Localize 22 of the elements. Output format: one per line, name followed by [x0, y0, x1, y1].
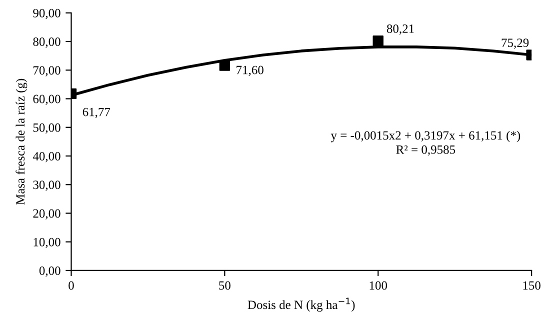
y-tick-label: 40,00 [32, 152, 60, 162]
data-label: 75,29 [502, 38, 529, 49]
data-label: 80,21 [386, 24, 414, 35]
x-axis-title: Dosis de N (kg ha$^{−1}$) [248, 298, 355, 312]
data-label: 71,60 [236, 66, 264, 76]
y-tick-label: 70,00 [34, 66, 60, 76]
annotation: R² = 0,9585 [396, 145, 456, 156]
data-label: 61,77 [82, 108, 110, 118]
x-tick-label: 100 [370, 281, 388, 290]
y-axis-title: Masa fresca de la raíz (g) [16, 78, 28, 205]
x-tick-label: 50 [219, 281, 230, 290]
y-tick-label: 50,00 [33, 123, 60, 134]
x-tick-label: 0 [68, 281, 74, 290]
y-tick-label: 60,00 [33, 94, 60, 106]
y-tick-label: 10,00 [34, 238, 60, 248]
y-tick-label: 30,00 [33, 180, 60, 191]
x-tick-label: 150 [523, 281, 540, 290]
y-tick-label: 0,00 [39, 266, 60, 277]
y-tick-label: 80,00 [33, 38, 60, 48]
y-tick-label: 90,00 [33, 8, 60, 20]
annotation: y = -0,0015x2 + 0,3197x + 61,151 (*) [330, 130, 520, 142]
y-tick-label: 20,00 [33, 209, 60, 220]
